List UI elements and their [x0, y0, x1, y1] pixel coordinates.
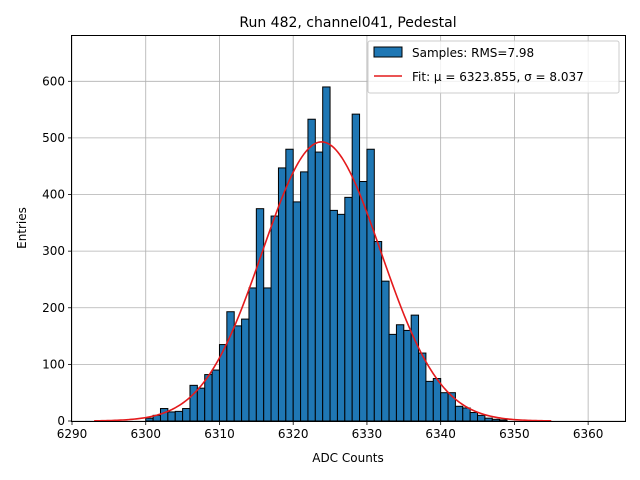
y-tick-label: 0 — [57, 414, 65, 428]
histogram-bar — [344, 196, 353, 422]
histogram-bar — [292, 201, 302, 422]
legend-box — [367, 40, 620, 94]
y-tick-label: 500 — [42, 131, 65, 145]
x-axis-ticks: 6290 6300 6310 6320 6330 6340 6350 6360 — [57, 421, 604, 441]
histogram-bar — [440, 392, 449, 422]
x-tick-label: 6360 — [573, 427, 604, 441]
histogram-bar — [263, 287, 272, 422]
histogram-bar — [469, 412, 479, 422]
histogram-bar — [145, 417, 154, 422]
fit-curve — [94, 141, 552, 422]
histogram-bar — [373, 241, 383, 422]
histogram-bar — [395, 324, 405, 422]
histogram-bar — [425, 380, 434, 422]
legend-histogram-swatch — [373, 46, 403, 58]
histogram-bar — [204, 374, 213, 422]
histogram-bars — [145, 86, 508, 422]
y-tick-label: 400 — [42, 188, 65, 202]
y-tick-label: 200 — [42, 301, 65, 315]
histogram-bar — [174, 410, 184, 422]
histogram-bar — [336, 213, 346, 422]
legend-fit-label: Fit: μ = 6323.855, σ = 8.037 — [412, 70, 584, 84]
histogram-bar — [499, 419, 508, 422]
y-axis-label: Entries — [15, 207, 29, 249]
y-axis-ticks: 0 100 200 300 400 500 600 — [42, 74, 72, 428]
plot-frame — [71, 35, 626, 422]
histogram-bar — [241, 318, 250, 422]
histogram-bar — [233, 325, 243, 422]
x-tick-label: 6310 — [204, 427, 235, 441]
y-tick-label: 600 — [42, 74, 65, 88]
legend-histogram-label: Samples: RMS=7.98 — [412, 46, 534, 60]
histogram-bar — [270, 215, 279, 422]
histogram-bar — [285, 148, 294, 422]
histogram-bar — [255, 208, 265, 422]
histogram-bar — [314, 151, 324, 422]
y-tick-label: 300 — [42, 244, 65, 258]
x-axis-label: ADC Counts — [312, 451, 384, 465]
histogram-bar — [182, 408, 191, 422]
histogram-bar — [322, 86, 331, 422]
histogram-bar — [329, 209, 338, 422]
histogram-bar — [196, 387, 206, 422]
fit-curve-layer — [94, 141, 552, 422]
histogram-bar — [403, 329, 412, 422]
histogram-bar — [381, 280, 390, 422]
x-tick-label: 6290 — [57, 427, 88, 441]
x-tick-label: 6330 — [352, 427, 383, 441]
histogram-bar — [167, 411, 176, 422]
histogram-bar — [432, 378, 442, 422]
histogram-bar — [159, 408, 169, 422]
histogram-bar — [300, 171, 309, 422]
histogram-bar — [484, 417, 493, 422]
histogram-bar — [477, 414, 486, 422]
histogram-bar — [454, 405, 464, 422]
histogram-bar — [351, 113, 361, 422]
histogram-bar — [366, 148, 375, 422]
x-tick-label: 6320 — [278, 427, 309, 441]
histogram-bar — [491, 418, 501, 422]
histogram-bar — [248, 287, 257, 422]
chart-title: Run 482, channel041, Pedestal — [239, 15, 456, 31]
legend: Samples: RMS=7.98 Fit: μ = 6323.855, σ =… — [367, 40, 620, 94]
histogram-bar — [211, 369, 220, 422]
x-tick-label: 6350 — [499, 427, 530, 441]
histogram-bar — [359, 181, 368, 422]
x-tick-label: 6300 — [130, 427, 161, 441]
histogram-bar — [410, 314, 420, 422]
histogram-bar — [388, 333, 397, 422]
histogram-bar — [307, 118, 316, 422]
histogram-bar — [462, 407, 471, 422]
x-tick-label: 6340 — [425, 427, 456, 441]
y-tick-label: 100 — [42, 357, 65, 371]
histogram-bar — [418, 352, 427, 422]
